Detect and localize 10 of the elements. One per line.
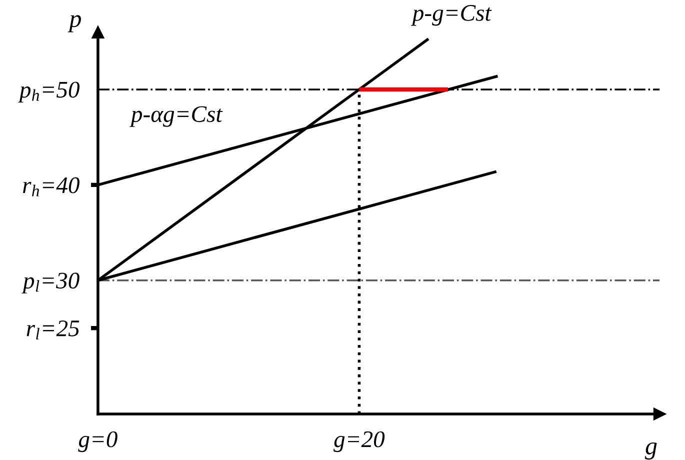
text: p-g=Cst [410,5,492,26]
y-tick-label: p$_{l}$=30 [22,272,80,294]
annotation: p-αg=Cst [130,106,223,127]
x-tick-label: g=0 [78,431,118,452]
x-tick-label: g=20 [334,431,385,452]
y-tick-label: r$_{l}$=25 [26,320,80,340]
y-tick-label: p$_{h}$=50 [18,82,80,102]
x-axis-title: g [644,442,657,460]
y-tick-label: r$_{h}$=40 [23,177,80,196]
y-axis-title: p [68,15,81,32]
